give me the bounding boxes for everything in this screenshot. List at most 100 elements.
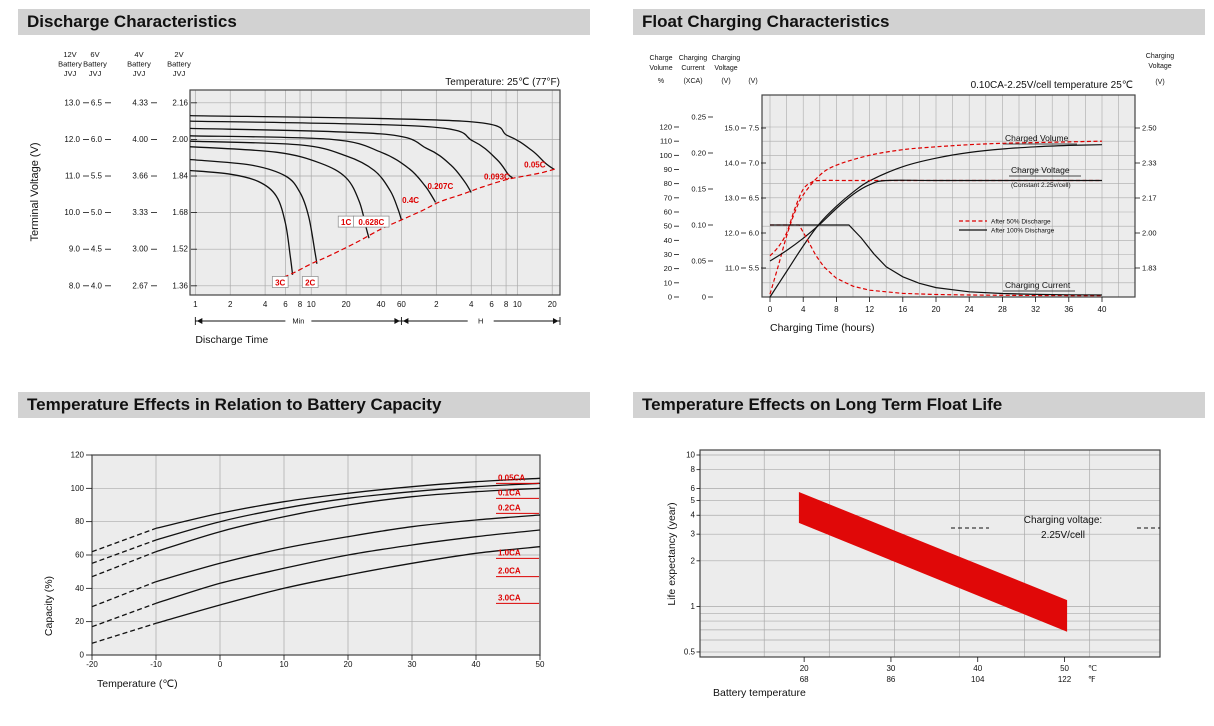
x-tick-label: 24 [965,305,974,314]
y-axis-header: Charging [679,55,708,62]
y-tick-label: 10 [664,278,672,287]
curve-label-3.0CA: 3.0CA [498,593,521,602]
series-0.05C [189,114,555,170]
curve-label-1.0CA: 1.0CA [498,548,521,557]
y-tick-label: 7.0 [749,159,759,168]
series-0.1CA [155,482,541,541]
rate-label-0.207C: 0.207C [427,182,453,191]
y-tick-label: 6.5 [749,194,759,203]
annotation-charge-voltage: Charge Voltage [1011,165,1070,175]
annotation-charging-voltage: Charging voltage: [1024,515,1102,526]
series-0.207C [189,127,472,193]
plot-border [699,449,1161,658]
arrow-right-icon [394,318,400,324]
y-axis-header: JVJ [173,69,186,78]
y-tick-label: 8 [691,465,696,474]
y-tick-label: 40 [75,584,84,593]
annotation-charging-voltage-value: 2.25V/cell [1041,530,1085,541]
x-axis-title: Temperature (℃) [97,678,178,690]
y-tick-label: 100 [659,151,672,160]
float-plot: ChargeVolume%010203040506070809010011012… [649,53,1174,334]
series-charged-volume-100 [769,144,1103,298]
y-tick-label: 4.33 [132,98,148,107]
series-0.1CA-dashed [91,539,157,564]
x-tick-label: 30 [408,660,417,669]
unit-segment-label: H [478,317,483,326]
y-tick-label: 0.20 [691,149,706,158]
y-axis-header: Charging [712,55,741,62]
series-3.0CA-dashed [91,622,157,644]
y-axis-header: Current [681,65,704,72]
series-0.2CA-dashed [91,551,157,578]
y-tick-label: 3 [691,530,696,539]
series-3.0CA [155,546,541,624]
y-tick-label: 110 [660,137,672,146]
series-3C [189,169,294,275]
x-tick-fahrenheit: 86 [886,675,895,684]
x-tick-label: 6 [283,300,288,309]
y-tick-label: 4.5 [91,245,103,254]
plot-background [190,90,560,295]
y-axis-header: Battery [58,60,82,69]
series-group: 0.05CA 0.1CA 0.2CA 1.0CA 2.0CA 3.0CA [91,473,541,644]
panel-title-float-charging: Float Charging Characteristics [633,9,1205,35]
y-tick-label: 0 [668,293,672,302]
y-axis-header: 6V [90,50,99,59]
y-tick-label: 5.0 [91,208,103,217]
arrow-right-icon [552,318,559,324]
x-tick-label: 4 [469,300,474,309]
x-tick-celsius: 20 [800,664,809,673]
y-tick-label: 2.67 [132,281,148,290]
x-tick-label: 20 [932,305,941,314]
y-tick-label: 4.00 [132,135,148,144]
y-tick-label: 1.36 [172,281,188,290]
x-tick-label: 40 [377,300,386,309]
series-charged-volume-50 [769,140,1103,295]
arrow-left-icon [402,318,409,324]
x-tick-label: 4 [801,305,806,314]
x-tick-label: 0 [218,660,223,669]
x-tick-fahrenheit: 68 [800,675,809,684]
panel-title-discharge: Discharge Characteristics [18,9,590,35]
plot-border [761,94,1136,298]
y-axis-header: Battery [167,60,191,69]
x-tick-label: 40 [1098,305,1107,314]
x-tick-label: -20 [86,660,98,669]
y-axis-header: 4V [134,50,143,59]
series-2C [189,158,318,264]
y-axis-header: Volume [649,65,672,72]
curve-label-0.1CA: 0.1CA [498,488,521,497]
y-tick-label: 11.0 [65,172,81,181]
rate-label-0.4C: 0.4C [402,196,419,205]
y-axis-title: Capacity (%) [43,576,55,636]
x-tick-label: 60 [397,300,406,309]
y-tick-label: 0 [80,651,85,660]
y-tick-label: 12.0 [724,229,739,238]
y-tick-label: 100 [71,484,85,493]
rate-label-0.628C: 0.628C [358,218,384,227]
legend-label: After 100% Discharge [991,228,1055,235]
y-tick-label: 5.5 [749,264,759,273]
y-tick-label: 0.25 [691,113,706,122]
x-tick-fahrenheit: 122 [1058,675,1072,684]
y-tick-label: 4 [691,511,696,520]
series-1C [189,146,370,239]
x-tick-label: 1 [193,300,198,309]
right-tick-label: 2.50 [1142,124,1157,133]
y-tick-label: 1 [691,602,696,611]
series-charging-current-100 [770,224,1103,296]
cutoff-line [276,168,557,281]
y-tick-label: 0.15 [691,185,706,194]
y-tick-label: 13.0 [724,194,739,203]
series-0.2CA [155,487,541,553]
y-tick-label: 0 [702,293,706,302]
y-axis-header: % [658,78,664,85]
y-tick-label: 12.0 [64,135,80,144]
y-tick-label: 2.00 [172,135,188,144]
x-tick-label: 8 [834,305,839,314]
rate-label-0.05C: 0.05C [524,160,546,169]
y-tick-label: 0.05 [691,257,706,266]
rate-label-box [271,276,289,288]
